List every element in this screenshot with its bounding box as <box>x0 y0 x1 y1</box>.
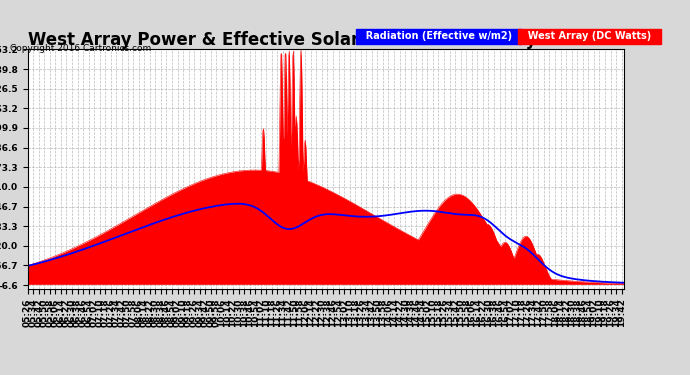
Text: West Array (DC Watts): West Array (DC Watts) <box>521 32 658 41</box>
Text: Copyright 2016 Cartronics.com: Copyright 2016 Cartronics.com <box>10 44 152 52</box>
Text: Radiation (Effective w/m2): Radiation (Effective w/m2) <box>359 32 519 41</box>
Title: West Array Power & Effective Solar Radiation Tue May 31 20:01: West Array Power & Effective Solar Radia… <box>28 31 624 49</box>
